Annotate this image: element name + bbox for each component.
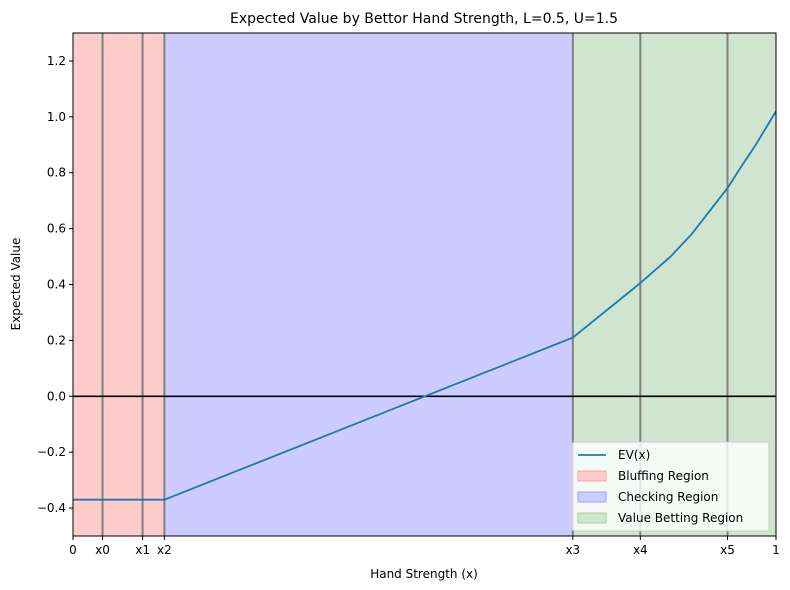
x-tick-label-4: x3 xyxy=(565,543,580,557)
legend-label-1: Bluffing Region xyxy=(618,469,709,483)
legend-swatch-1 xyxy=(577,470,607,482)
y-axis-ticks: −0.4 −0.2 0.0 0.2 0.4 0.6 0.8 1.0 1.2 xyxy=(37,54,73,515)
y-tick-label-4: 0.4 xyxy=(47,278,66,292)
series-line-0 xyxy=(73,110,777,501)
x-tick-label-0: 0 xyxy=(69,543,77,557)
x-tick-label-1: x0 xyxy=(95,543,110,557)
region-band-1 xyxy=(164,33,573,536)
legend-label-0: EV(x) xyxy=(618,448,650,462)
x-axis-ticks: 0 x0 x1 x2 x3 x4 x5 1 xyxy=(69,536,780,557)
y-tick-label-7: 1.0 xyxy=(47,110,66,124)
legend-swatch-3 xyxy=(577,512,607,524)
legend-box xyxy=(571,441,770,532)
x-tick-label-7: 1 xyxy=(772,543,780,557)
y-tick-label-3: 0.2 xyxy=(47,333,66,347)
region-band-0 xyxy=(73,33,165,536)
ev-series xyxy=(73,110,777,501)
legend: EV(x) Bluffing Region Checking Region Value… xyxy=(571,441,770,532)
y-tick-label-8: 1.2 xyxy=(47,54,66,68)
x-tick-label-6: x5 xyxy=(720,543,735,557)
y-tick-label-1: −0.2 xyxy=(37,445,66,459)
y-tick-label-5: 0.6 xyxy=(47,222,66,236)
y-tick-label-0: −0.4 xyxy=(37,501,66,515)
legend-label-2: Checking Region xyxy=(618,490,718,504)
y-axis-label: Expected Value xyxy=(9,238,23,331)
legend-swatch-2 xyxy=(577,491,607,503)
y-tick-label-2: 0.0 xyxy=(47,389,66,403)
legend-label-3: Value Betting Region xyxy=(618,511,743,525)
x-axis-label: Hand Strength (x) xyxy=(370,567,478,581)
x-tick-label-3: x2 xyxy=(157,543,172,557)
x-tick-label-5: x4 xyxy=(633,543,648,557)
x-tick-label-2: x1 xyxy=(135,543,150,557)
chart-title: Expected Value by Bettor Hand Strength, … xyxy=(230,11,618,27)
y-tick-label-6: 0.8 xyxy=(47,166,66,180)
